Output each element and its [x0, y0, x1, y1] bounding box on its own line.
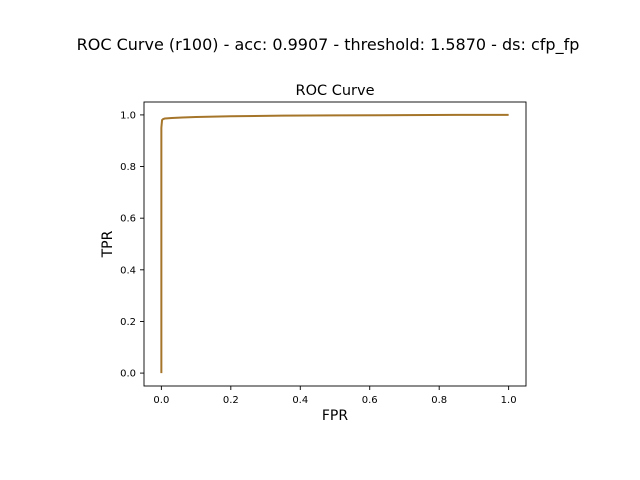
y-tick-label: 0.6 — [120, 214, 136, 225]
axes-frame — [143, 101, 527, 387]
x-tick-label: 0.6 — [362, 395, 378, 406]
x-tick-label: 0.2 — [223, 395, 239, 406]
x-tick-label: 0.4 — [292, 395, 308, 406]
figure-suptitle: ROC Curve (r100) - acc: 0.9907 - thresho… — [77, 35, 580, 55]
roc-series-line-0 — [160, 113, 509, 374]
x-tick-label: 0.0 — [153, 395, 169, 406]
y-axis-label: TPR — [100, 230, 116, 258]
x-tick-label: 1.0 — [501, 395, 517, 406]
y-tick-label: 1.0 — [120, 110, 136, 121]
y-tick-label: 0.4 — [120, 265, 136, 276]
series-layer — [160, 113, 509, 374]
x-axis-label: FPR — [322, 408, 348, 424]
x-axis-ticks: 0.0 0.2 0.4 0.6 0.8 1.0 — [153, 386, 517, 406]
y-tick-label: 0.8 — [120, 162, 136, 173]
y-tick-label: 0.2 — [120, 317, 136, 328]
x-tick-label: 0.8 — [431, 395, 447, 406]
y-tick-label: 0.0 — [120, 369, 136, 380]
chart-title: ROC Curve — [296, 83, 375, 99]
y-axis-ticks: 0.0 0.2 0.4 0.6 0.8 1.0 — [120, 110, 144, 380]
plot-area: 0.0 0.2 0.4 0.6 0.8 1.0 0.0 0.2 0.4 0.6 0.8 1.0 — [120, 101, 527, 406]
